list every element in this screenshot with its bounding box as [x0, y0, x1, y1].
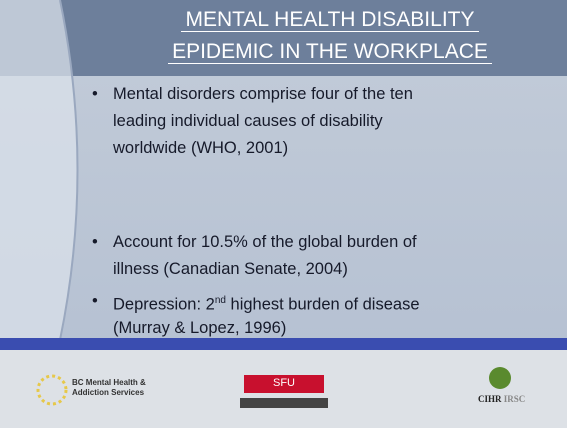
bullet: •	[92, 85, 98, 103]
text: BC Mental Health &	[72, 378, 146, 387]
bullet-text: Depression: 2nd highest burden of diseas…	[113, 291, 420, 315]
left-curve	[0, 0, 78, 340]
text: Addiction Services	[72, 388, 145, 397]
text: Depression: 2	[113, 295, 215, 314]
bc-logo-text: BC Mental Health & Addiction Services	[72, 378, 146, 398]
sfu-subtext	[240, 398, 328, 408]
bc-logo-mark	[36, 374, 68, 406]
cihr-text: CIHR IRSC	[478, 394, 525, 404]
sfu-logo	[244, 375, 324, 393]
curve-edge	[59, 0, 79, 341]
bullet-text: (Murray & Lopez, 1996)	[113, 319, 287, 337]
blue-band	[0, 338, 567, 350]
superscript: nd	[214, 295, 226, 306]
title-line: MENTAL HEALTH DISABILITY	[95, 8, 565, 32]
bullet-text: leading individual causes of disability	[113, 112, 383, 130]
bullet-text: Mental disorders comprise four of the te…	[113, 85, 413, 103]
bullet-text: worldwide (WHO, 2001)	[113, 139, 289, 157]
sfu-text: SFU	[273, 377, 295, 389]
bullet-text: illness (Canadian Senate, 2004)	[113, 260, 348, 278]
bullet: •	[92, 233, 98, 251]
title-line: EPIDEMIC IN THE WORKPLACE	[95, 40, 565, 64]
cihr-leaf	[489, 367, 511, 389]
bullet: •	[92, 292, 98, 310]
text: CIHR	[478, 394, 502, 404]
title-band	[0, 0, 567, 76]
bullet-text: Account for 10.5% of the global burden o…	[113, 233, 417, 251]
text: IRSC	[503, 394, 526, 404]
text: highest burden of disease	[225, 295, 420, 314]
